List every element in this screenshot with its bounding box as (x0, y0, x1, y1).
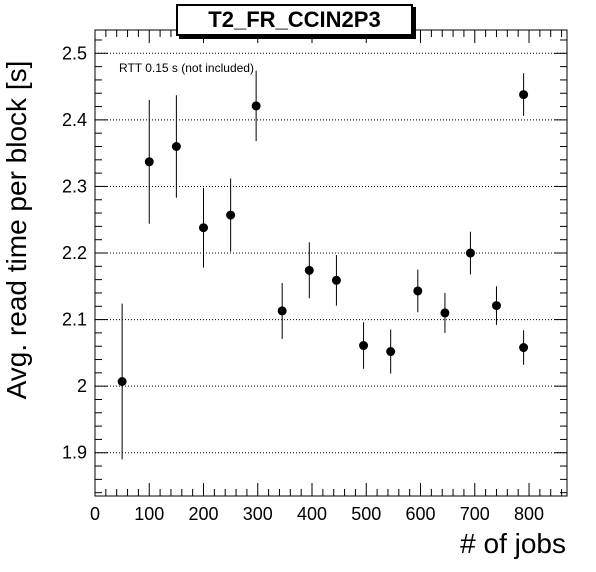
y-tick-label: 2.2 (62, 243, 87, 263)
x-tick-label: 700 (460, 504, 490, 524)
data-point (359, 341, 369, 351)
y-tick-label: 1.9 (62, 443, 87, 463)
axes: 1.9 2 2.1 2.2 2.3 2.4 2.5 0 100 200 300 400 500 600 70… (62, 29, 568, 524)
y-tick-label: 2 (77, 376, 87, 396)
x-tick-label: 600 (405, 504, 435, 524)
data-point (199, 223, 209, 233)
x-tick-label: 500 (351, 504, 381, 524)
data-point (226, 210, 236, 220)
data-point (465, 248, 475, 258)
y-tick-label: 2.3 (62, 176, 87, 196)
data-point (491, 301, 501, 311)
data-points (117, 70, 529, 460)
data-point (171, 142, 181, 151)
chart-title: T2_FR_CCIN2P3 (176, 4, 413, 36)
data-point (519, 343, 529, 353)
x-tick-label: 300 (243, 504, 273, 524)
data-point (144, 157, 154, 167)
rtt-annotation: RTT 0.15 s (not included) (119, 61, 254, 75)
y-tick-label: 2.5 (62, 43, 87, 63)
x-tick-label: 100 (134, 504, 164, 524)
data-point (519, 90, 529, 100)
y-tick-label: 2.1 (62, 310, 87, 330)
data-point (386, 347, 396, 357)
plot-frame (94, 29, 568, 497)
data-point (304, 265, 314, 275)
x-tick-label: 400 (297, 504, 327, 524)
data-point (117, 376, 127, 386)
x-tick-label: 800 (514, 504, 544, 524)
data-point (277, 306, 287, 316)
x-tick-label: 200 (188, 504, 218, 524)
data-point (251, 101, 261, 111)
data-point (331, 275, 341, 285)
x-tick-label: 0 (90, 504, 100, 524)
data-point (440, 308, 450, 318)
grid-lines (95, 52, 567, 454)
y-axis-label: Avg. read time per block [s] (1, 60, 32, 400)
y-tick-label: 2.4 (62, 110, 87, 130)
x-axis-label: # of jobs (460, 528, 566, 559)
data-point (413, 286, 423, 296)
